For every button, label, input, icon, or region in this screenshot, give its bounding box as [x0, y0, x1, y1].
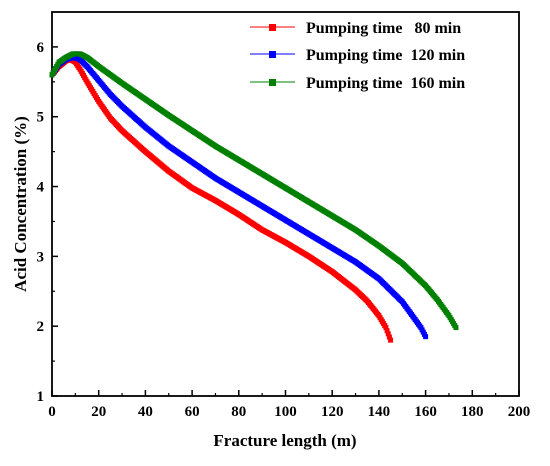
y-tick-label: 1 [37, 389, 45, 405]
series-layer [49, 51, 459, 343]
data-point [383, 325, 389, 331]
series-80min [49, 56, 394, 343]
series-160min [49, 51, 459, 331]
x-tick-label: 160 [414, 404, 437, 420]
legend-marker-160min [269, 79, 276, 86]
y-tick-label: 3 [37, 249, 45, 265]
plot-area [51, 11, 520, 397]
y-tick-label: 5 [37, 110, 45, 126]
x-axis-ticks: 0 20 40 60 80 100 120 140 160 180 200 [48, 390, 530, 420]
y-tick-label: 2 [37, 319, 45, 335]
legend-item-120min: Pumping time 120 min [250, 47, 465, 64]
x-tick-label: 180 [461, 404, 484, 420]
x-tick-label: 0 [48, 404, 56, 420]
data-point [423, 334, 429, 340]
series-120min [49, 54, 429, 340]
data-point [384, 328, 390, 334]
x-tick-label: 140 [368, 404, 391, 420]
x-tick-label: 80 [231, 404, 246, 420]
x-tick-label: 60 [185, 404, 200, 420]
data-point [388, 337, 394, 343]
data-point [385, 331, 391, 337]
legend-label-120min: Pumping time 120 min [306, 47, 465, 64]
x-axis-title: Fracture length (m) [213, 431, 356, 450]
legend-marker-80min [269, 24, 276, 31]
data-point [453, 325, 459, 331]
x-tick-label: 40 [138, 404, 153, 420]
data-point [386, 334, 392, 340]
y-axis-ticks: 1 2 3 4 5 6 [37, 40, 58, 405]
legend-item-160min: Pumping time 160 min [250, 75, 465, 92]
legend-label-160min: Pumping time 160 min [306, 75, 465, 92]
x-tick-label: 120 [321, 404, 344, 420]
legend: Pumping time 80 min Pumping time 120 min… [250, 20, 465, 92]
y-axis-title: Acid Concentration (%) [11, 116, 30, 292]
y-tick-label: 4 [37, 180, 45, 196]
x-tick-label: 100 [274, 404, 297, 420]
y-tick-label: 6 [37, 40, 45, 56]
x-tick-label: 200 [508, 404, 531, 420]
legend-item-80min: Pumping time 80 min [250, 20, 461, 37]
x-tick-label: 20 [91, 404, 106, 420]
legend-label-80min: Pumping time 80 min [306, 20, 461, 37]
legend-marker-120min [269, 51, 276, 58]
